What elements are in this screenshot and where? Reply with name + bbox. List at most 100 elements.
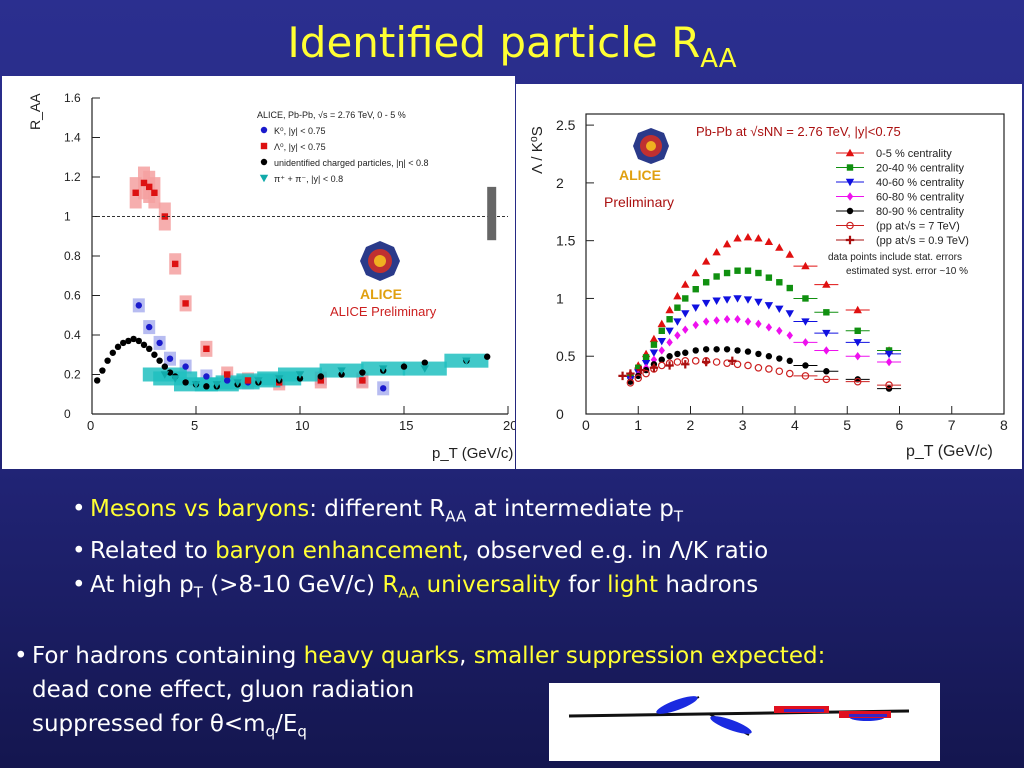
lk-x-label: p_T (GeV/c) — [906, 443, 993, 460]
bullet-text: hadrons — [658, 571, 759, 598]
lk-legend-entry: (pp at√s = 0.9 TeV) — [876, 235, 969, 247]
bullet-sub: AA — [398, 583, 420, 602]
lk-point — [853, 377, 862, 386]
raa-y-tick-label: 0.4 — [64, 328, 81, 342]
lk-legend-marker — [846, 164, 854, 171]
lk-point — [754, 234, 763, 242]
bullet-highlight: universality — [419, 571, 561, 598]
lk-point — [744, 348, 752, 355]
bottom-line-2: dead cone effect, gluon radiation — [14, 673, 825, 707]
lk-point — [755, 269, 762, 277]
raa-point — [156, 339, 163, 347]
raa-y-tick-label: 0.8 — [64, 249, 81, 263]
bottom-text: , — [459, 643, 474, 669]
lk-point — [713, 316, 720, 325]
lk-point — [626, 369, 635, 378]
lk-y-tick-label: 2.5 — [556, 117, 576, 133]
lk-point — [665, 305, 674, 314]
raa-legend-entry: Λ⁰, |y| < 0.75 — [274, 142, 326, 152]
lk-point — [636, 365, 646, 375]
dead-cone-diagram — [549, 683, 940, 761]
lk-point — [733, 234, 742, 242]
lk-point — [854, 376, 861, 383]
raa-y-tick-label: 1.6 — [64, 91, 81, 105]
lk-point — [744, 317, 752, 326]
lk-point — [691, 357, 700, 365]
lk-point — [626, 378, 635, 387]
raa-point — [109, 349, 117, 356]
lk-point — [733, 295, 742, 303]
lk-legend-marker — [846, 207, 854, 215]
bullet-dot-icon: • — [72, 496, 86, 522]
raa-point — [484, 353, 491, 360]
raa-point — [337, 367, 346, 375]
lk-point — [734, 315, 741, 324]
raa-point — [99, 367, 106, 374]
alice-logo: ALICE — [360, 241, 402, 302]
lk-point — [701, 357, 711, 367]
raa-point — [135, 302, 142, 309]
raa-point — [244, 377, 252, 384]
raa-y-tick-label: 1 — [64, 210, 71, 224]
raa-point — [317, 377, 324, 384]
lk-point — [823, 309, 830, 316]
lk-point — [743, 296, 753, 304]
bullet-text: Related to — [90, 537, 216, 564]
alice-logo: ALICE — [619, 128, 669, 183]
raa-point — [212, 381, 221, 389]
lk-x-tick-label: 8 — [1000, 417, 1008, 433]
lk-point — [744, 361, 752, 370]
lk-point — [801, 261, 810, 270]
alice-logo-text: ALICE — [619, 167, 661, 183]
lk-legend-entry: 0-5 % centrality — [876, 148, 952, 160]
lk-point — [786, 331, 793, 340]
lk-point — [702, 279, 710, 286]
lambda-k-chart-panel: 0 1 2 3 4 5 6 7 8 0 0.5 1 1.5 2 2.5 Λ / K⁰S p_T (GeV/c… — [516, 84, 1022, 469]
lk-y-tick-label: 1.5 — [556, 233, 576, 249]
lk-x-tick-label: 6 — [896, 417, 904, 433]
bullet-1: • Mesons vs baryons: different RAA at int… — [72, 492, 768, 534]
lk-legend-marker — [845, 178, 855, 187]
raa-point — [203, 345, 210, 353]
lk-point — [776, 326, 783, 335]
raa-point — [182, 300, 189, 307]
raa-point — [379, 365, 388, 373]
lk-point — [775, 305, 784, 314]
lk-point — [634, 374, 643, 382]
lk-point — [885, 347, 893, 354]
bullet-dot-icon: • — [72, 571, 86, 598]
lk-point — [682, 349, 689, 356]
raa-point — [146, 323, 153, 331]
bottom-line-1: For hadrons containing heavy quarks, sma… — [14, 639, 825, 673]
lk-x-tick-label: 2 — [687, 417, 695, 433]
lk-y-tick-label: 1 — [556, 290, 564, 306]
lk-point — [702, 346, 710, 353]
lk-x-tick-label: 0 — [582, 417, 590, 433]
lk-point — [765, 323, 773, 332]
lk-legend-marker — [845, 148, 855, 157]
lk-legend-entry: 20-40 % centrality — [876, 163, 965, 175]
bottom-highlight: smaller suppression expected: — [473, 643, 826, 669]
lk-point — [785, 369, 794, 378]
lk-point — [692, 286, 699, 293]
bottom-text: /E — [275, 711, 298, 737]
raa-y-tick-label: 1.4 — [64, 131, 81, 145]
lk-point — [674, 350, 681, 358]
lk-point — [666, 353, 673, 360]
lk-point — [650, 341, 658, 348]
bullet-text: for — [560, 571, 608, 598]
bullet-sub: AA — [445, 507, 467, 526]
lk-point — [666, 338, 673, 347]
raa-point — [359, 369, 366, 376]
lk-point — [755, 350, 762, 358]
raa-point — [125, 337, 132, 345]
raa-legend-marker — [260, 126, 268, 134]
lk-y-tick-label: 2 — [556, 175, 564, 191]
lk-point — [728, 356, 737, 366]
raa-point — [140, 179, 148, 187]
raa-point — [104, 357, 111, 364]
bullet-text: At high p — [90, 571, 194, 598]
raa-point — [233, 379, 242, 387]
lk-point — [658, 346, 665, 355]
lk-point — [658, 327, 665, 334]
